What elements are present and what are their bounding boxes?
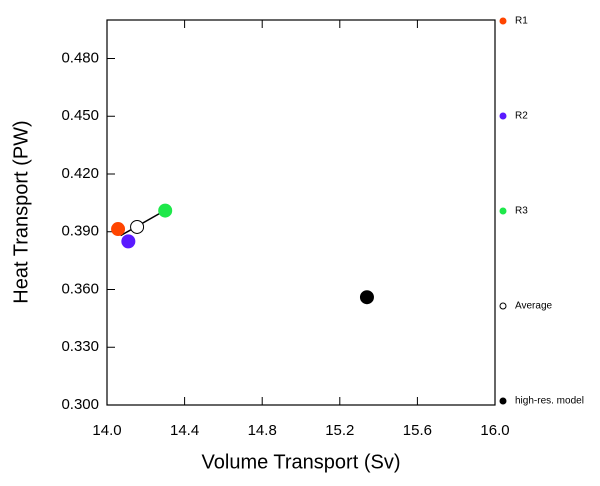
x-tick-label: 16.0 <box>480 422 509 439</box>
legend-label: R2 <box>515 111 528 122</box>
x-tick-label: 14.4 <box>170 422 199 439</box>
y-tick-label: 0.450 <box>61 107 99 124</box>
x-tick-label: 14.8 <box>248 422 277 439</box>
point <box>130 219 145 234</box>
y-tick-label: 0.330 <box>61 338 99 355</box>
legend-marker <box>499 397 507 405</box>
x-tick-label: 14.0 <box>92 422 121 439</box>
point <box>121 234 136 249</box>
point <box>111 222 126 237</box>
x-axis-label: Volume Transport (Sv) <box>202 451 401 473</box>
y-tick-label: 0.420 <box>61 165 99 182</box>
y-tick-label: 0.390 <box>61 223 99 240</box>
legend-marker <box>499 302 507 310</box>
legend-label: R1 <box>515 16 528 27</box>
legend-marker <box>499 112 507 120</box>
plot-frame <box>106 19 496 406</box>
legend-marker <box>499 17 507 25</box>
x-tick-label: 15.6 <box>403 422 432 439</box>
legend-label: high-res. model <box>515 396 584 407</box>
y-tick-label: 0.300 <box>61 396 99 413</box>
x-tick-label: 15.2 <box>325 422 354 439</box>
point <box>158 203 173 218</box>
legend-marker <box>499 207 507 215</box>
y-tick-label: 0.480 <box>61 49 99 66</box>
point <box>359 290 374 305</box>
y-axis-label: Heat Transport (PW) <box>10 120 32 303</box>
legend-label: R3 <box>515 206 528 217</box>
y-tick-label: 0.360 <box>61 280 99 297</box>
legend-label: Average <box>515 301 553 312</box>
